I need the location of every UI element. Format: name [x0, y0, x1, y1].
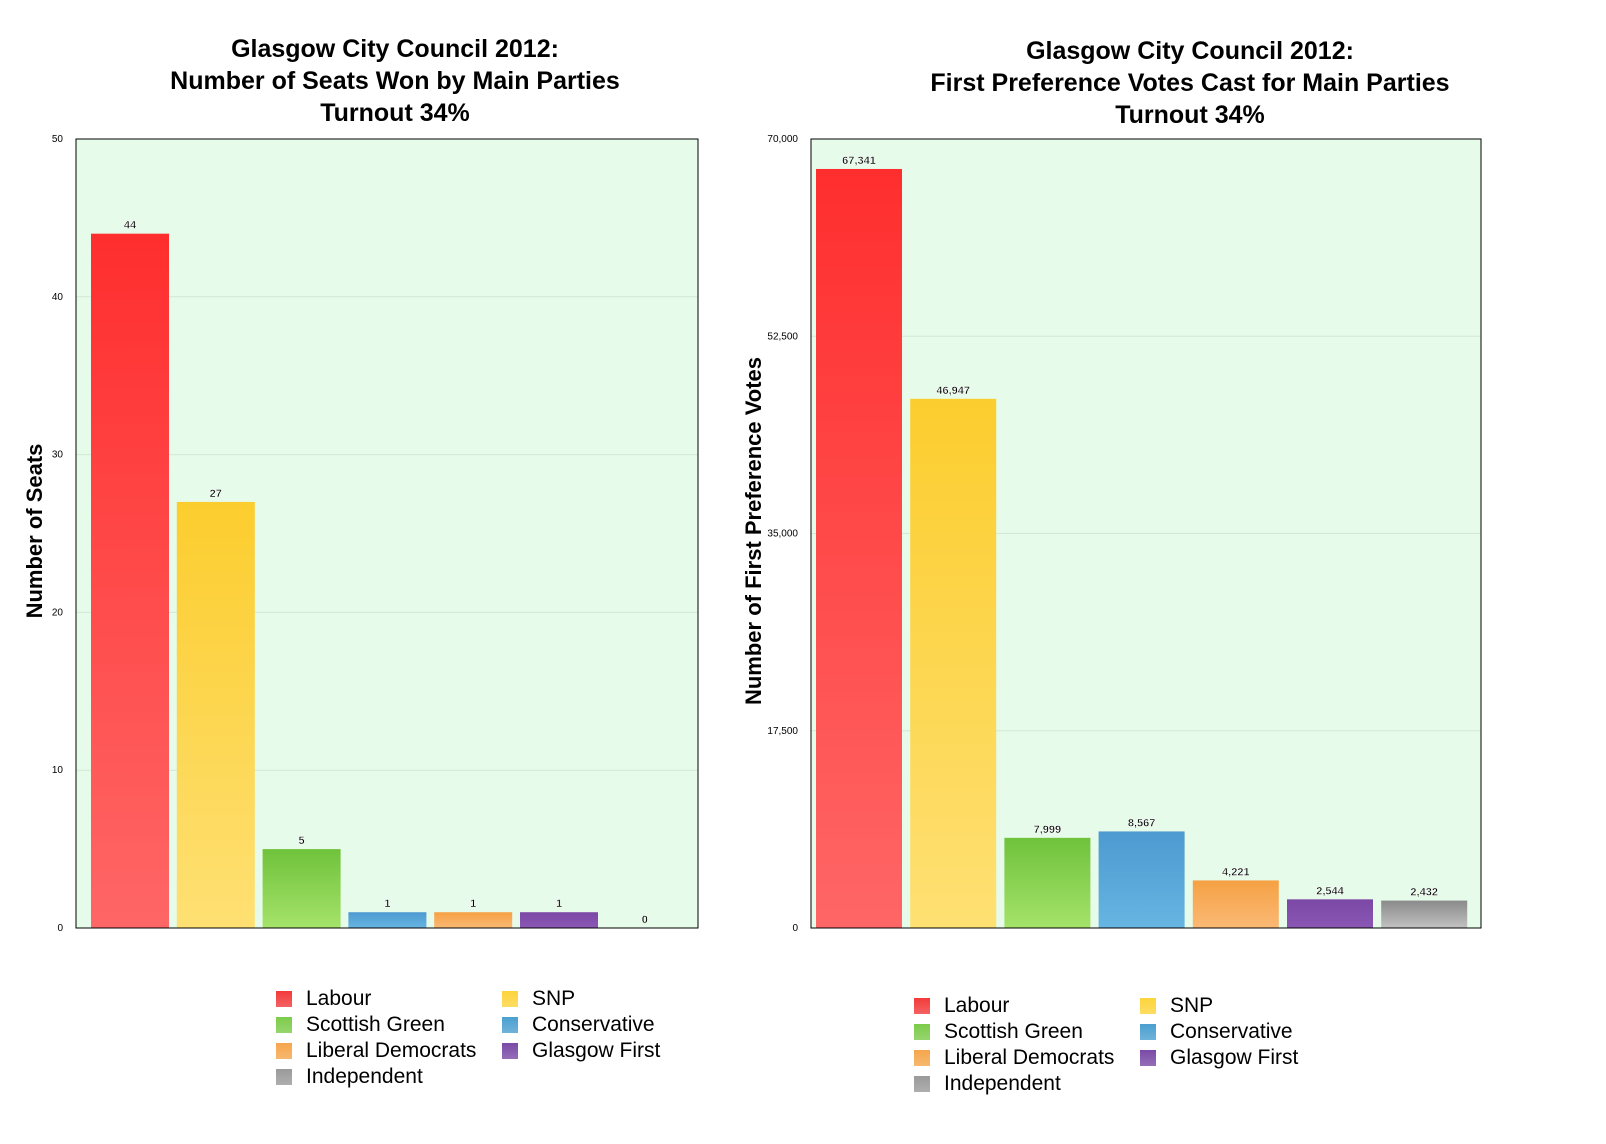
legend-item: Conservative	[502, 1013, 682, 1036]
chart-title-line: First Preference Votes Cast for Main Par…	[930, 69, 1450, 97]
legend-item: Liberal Democrats	[276, 1039, 502, 1062]
legend-label: Conservative	[1170, 1019, 1293, 1043]
legend-swatch	[502, 1016, 518, 1033]
legend-swatch	[502, 1042, 518, 1059]
data-label: 1	[556, 898, 562, 910]
y-tick-label: 0	[57, 923, 63, 934]
bar-scottish-green	[1004, 837, 1091, 928]
chart-legend: Labour SNP Scottish Green Conservative Liber…	[914, 994, 1320, 1095]
legend-swatch	[914, 1023, 930, 1040]
legend-swatch	[914, 1049, 930, 1066]
data-label: 0	[642, 914, 648, 926]
legend-label: Independent	[306, 1064, 423, 1088]
bar-scottish-green	[262, 849, 341, 928]
y-tick-label: 10	[52, 765, 64, 776]
y-tick-label: 52,500	[767, 331, 798, 342]
data-label: 5	[299, 835, 305, 847]
data-label: 27	[210, 488, 222, 500]
bar-conservative	[1098, 831, 1185, 928]
legend-item: SNP	[1140, 994, 1320, 1017]
data-label: 67,341	[842, 155, 876, 167]
legend-label: SNP	[532, 986, 576, 1010]
legend-swatch	[276, 990, 292, 1007]
data-label: 1	[384, 898, 390, 910]
bar-liberal-democrats	[1192, 880, 1279, 928]
chart-title-line: Turnout 34%	[320, 99, 470, 127]
legend-label: Glasgow First	[532, 1038, 661, 1062]
y-tick-label: 70,000	[767, 134, 798, 145]
legend-swatch	[276, 1068, 292, 1085]
data-label: 4,221	[1222, 866, 1250, 878]
legend-swatch	[276, 1016, 292, 1033]
chart-title-line: Glasgow City Council 2012:	[231, 35, 559, 63]
y-tick-label: 30	[52, 450, 64, 461]
legend-label: SNP	[1170, 993, 1214, 1017]
legend-item: Scottish Green	[276, 1013, 502, 1036]
y-tick-label: 40	[52, 292, 64, 303]
data-label: 1	[470, 898, 476, 910]
y-tick-label: 50	[52, 134, 64, 145]
legend-label: Scottish Green	[306, 1012, 445, 1036]
bar-independent	[1381, 900, 1468, 928]
bar-liberal-democrats	[434, 912, 513, 928]
chart-title-line: Turnout 34%	[1115, 101, 1265, 129]
legend-item: SNP	[502, 987, 682, 1010]
chart-title-line: Glasgow City Council 2012:	[1026, 37, 1354, 65]
legend-item: Glasgow First	[1140, 1046, 1320, 1069]
legend-item: Glasgow First	[502, 1039, 682, 1062]
legend-label: Liberal Democrats	[306, 1038, 477, 1062]
legend-label: Independent	[944, 1071, 1061, 1095]
data-label: 44	[124, 220, 137, 232]
data-label: 7,999	[1034, 824, 1062, 836]
legend-swatch	[914, 1075, 930, 1092]
legend-item: Liberal Democrats	[914, 1046, 1140, 1069]
bar-snp	[910, 398, 997, 929]
legend-swatch	[276, 1042, 292, 1059]
chart-legend: Labour SNP Scottish Green Conservative Liber…	[276, 987, 682, 1088]
y-tick-label: 20	[52, 607, 64, 618]
chart-title: Glasgow City Council 2012: Number of Sea…	[90, 33, 700, 129]
data-label: 2,544	[1316, 885, 1344, 897]
bar-glasgow-first	[520, 912, 598, 928]
legend-item: Labour	[276, 987, 502, 1010]
y-tick-label: 17,500	[767, 726, 798, 737]
y-tick-label: 35,000	[767, 529, 798, 540]
legend-item: Independent	[276, 1065, 502, 1088]
data-label: 8,567	[1128, 817, 1156, 829]
legend-swatch	[914, 997, 930, 1014]
legend-item: Independent	[914, 1072, 1140, 1095]
legend-swatch	[1140, 1023, 1156, 1040]
bar-snp	[176, 501, 255, 928]
legend-label: Labour	[306, 986, 372, 1010]
bar-labour	[91, 233, 169, 928]
bar-labour	[816, 168, 902, 929]
legend-item: Conservative	[1140, 1020, 1320, 1043]
seats-chart-panel: Glasgow City Council 2012: Number of Sea…	[0, 0, 780, 1144]
y-tick-label: 0	[792, 923, 798, 934]
legend-swatch	[1140, 997, 1156, 1014]
plot-border	[75, 138, 699, 929]
legend-label: Conservative	[532, 1012, 655, 1036]
data-label: 2,432	[1410, 887, 1438, 899]
bar-conservative	[348, 912, 427, 928]
chart-title: Glasgow City Council 2012: First Prefere…	[810, 35, 1570, 131]
votes-bar-chart: 0 17,500 35,000 52,500 70,000 67,341 46,947 7,9…	[767, 134, 1482, 934]
legend-item: Labour	[914, 994, 1140, 1017]
legend-label: Scottish Green	[944, 1019, 1083, 1043]
legend-swatch	[1140, 1049, 1156, 1066]
legend-swatch	[502, 990, 518, 1007]
plot-border	[810, 138, 1482, 929]
votes-chart-panel: Glasgow City Council 2012: First Prefere…	[741, 0, 1606, 1144]
chart-title-line: Number of Seats Won by Main Parties	[170, 67, 620, 95]
bar-glasgow-first	[1287, 899, 1373, 928]
legend-label: Liberal Democrats	[944, 1045, 1115, 1069]
data-label: 46,947	[936, 385, 970, 397]
legend-label: Labour	[944, 993, 1010, 1017]
legend-label: Glasgow First	[1170, 1045, 1299, 1069]
legend-item: Scottish Green	[914, 1020, 1140, 1043]
plot-background	[76, 139, 698, 928]
